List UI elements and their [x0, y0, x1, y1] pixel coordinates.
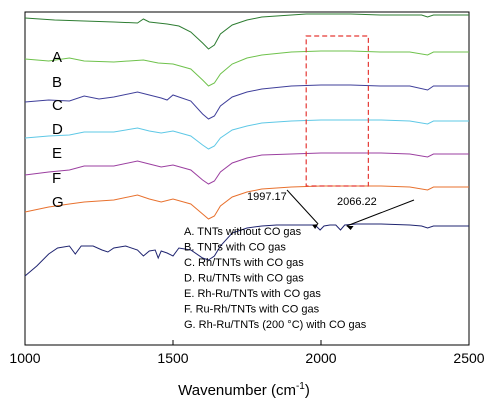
- legend-entry-5: F. Ru-Rh/TNTs with CO gas: [184, 304, 320, 316]
- series-letter-E: E: [52, 145, 62, 162]
- x-axis-ticks: 1000 1500 2000 2500: [9, 340, 485, 366]
- series-letter-A: A: [52, 49, 62, 66]
- x-tick-label-2500: 2500: [453, 350, 484, 366]
- series-line-B: [24, 50, 469, 87]
- legend-entry-4: E. Rh-Ru/TNTs with CO gas: [184, 288, 321, 300]
- series-line-F: [24, 185, 469, 220]
- plot-frame: [24, 11, 470, 346]
- series-line-C: [24, 84, 469, 120]
- series-line-E: [24, 152, 469, 185]
- series-letter-F: F: [52, 170, 61, 187]
- series-letter-D: D: [52, 121, 63, 138]
- highlight-box: [305, 35, 369, 187]
- legend-entry-0: A. TNTs without CO gas: [184, 226, 302, 238]
- legend-entry-3: D. Ru/TNTs with CO gas: [184, 273, 304, 285]
- legend-entry-1: B. TNTs with CO gas: [184, 242, 286, 254]
- annotation-arrow-1997: [286, 189, 319, 225]
- x-tick-label-1500: 1500: [157, 350, 188, 366]
- series-line-A: [24, 13, 469, 50]
- x-axis-title: Wavenumber (cm-1): [178, 381, 310, 399]
- peak-annotations: 1997.17 2066.22: [247, 189, 415, 230]
- annotation-arrowhead-2066: [346, 226, 354, 230]
- series-layer: [24, 13, 469, 277]
- x-tick-label-1000: 1000: [9, 350, 40, 366]
- highlight-layer: [305, 35, 369, 187]
- series-letter-B: B: [52, 74, 62, 91]
- annotation-label-1997: 1997.17: [247, 191, 287, 203]
- series-letter-C: C: [52, 97, 63, 114]
- series-letter-G: G: [52, 194, 64, 211]
- x-axis-title-tail: ): [305, 382, 310, 399]
- x-axis-title-superscript: -1: [296, 381, 305, 392]
- annotation-arrowhead-1997: [312, 224, 319, 229]
- legend-entry-6: G. Rh-Ru/TNTs (200 °C) with CO gas: [184, 319, 367, 331]
- x-axis-title-main: Wavenumber (cm: [178, 382, 296, 399]
- annotation-arrow-2066: [346, 199, 415, 227]
- x-tick-label-2000: 2000: [305, 350, 336, 366]
- annotation-label-2066: 2066.22: [337, 196, 377, 208]
- series-line-G: [24, 223, 469, 277]
- legend: A. TNTs without CO gas B. TNTs with CO ga…: [184, 226, 367, 331]
- series-line-D: [24, 119, 469, 150]
- legend-entry-2: C. Rh/TNTs with CO gas: [184, 257, 304, 269]
